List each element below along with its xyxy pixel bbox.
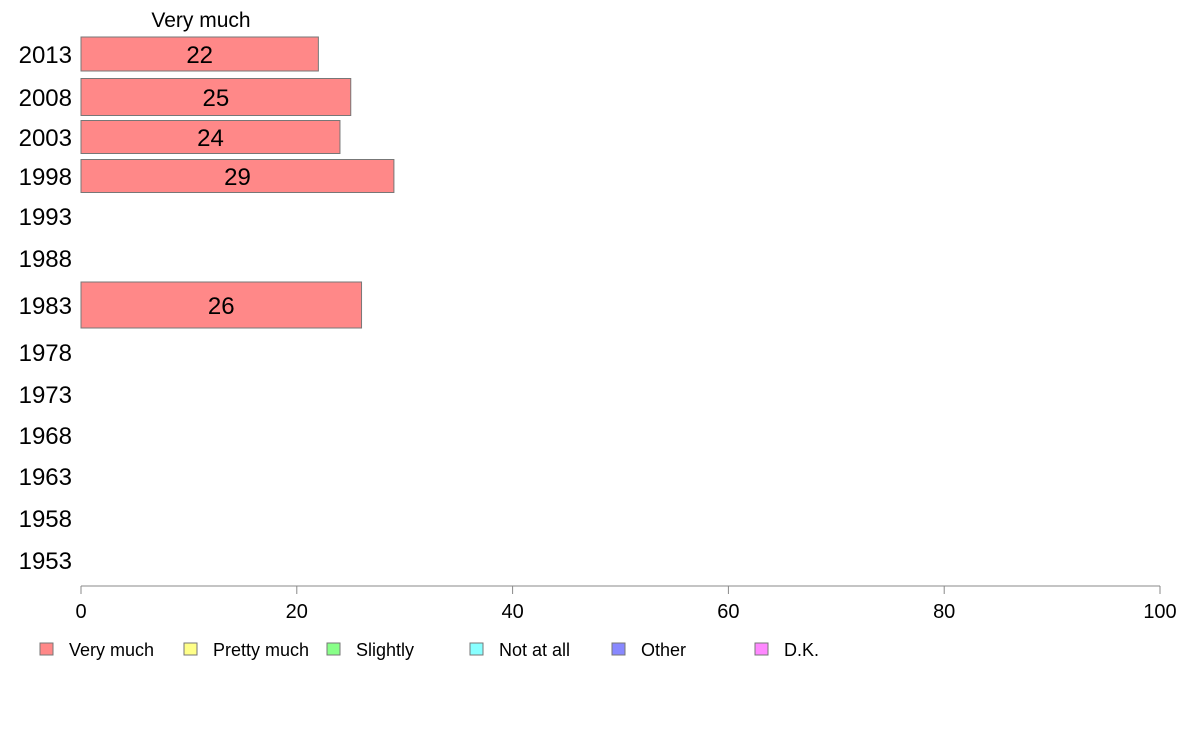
legend-label: Other (641, 640, 686, 660)
y-tick-label: 1953 (19, 548, 72, 575)
legend-label: D.K. (784, 640, 819, 660)
y-axis-labels: 2013 2008 2003 1998 1993 1988 1983 1978 1973 1968… (19, 42, 72, 575)
legend-item: Pretty much (183, 640, 309, 660)
y-tick-label: 1988 (19, 246, 72, 273)
y-tick-label: 2008 (19, 85, 72, 112)
y-tick-label: 1998 (19, 164, 72, 191)
bar-segment (80, 120, 341, 154)
x-tick-label: 100 (1143, 601, 1176, 623)
legend-swatch (469, 642, 484, 656)
bar-value-label: 29 (224, 164, 251, 191)
bar-segment (80, 281, 363, 329)
x-tick-label: 60 (717, 601, 739, 623)
legend-swatch (183, 642, 198, 656)
bar-segment (80, 36, 319, 72)
y-tick-label: 1968 (19, 423, 72, 450)
legend-label: Very much (69, 640, 154, 660)
legend-swatch (611, 642, 626, 656)
legend-swatch (39, 642, 54, 656)
legend-item: Slightly (326, 640, 414, 660)
legend-label: Slightly (356, 640, 414, 660)
legend-item: D.K. (754, 640, 819, 660)
y-tick-label: 1983 (19, 293, 72, 320)
legend-item: Other (611, 640, 686, 660)
x-tick-label: 0 (75, 601, 86, 623)
x-tick-label: 20 (286, 601, 308, 623)
bar-value-label: 24 (197, 125, 224, 152)
y-tick-label: 2013 (19, 42, 72, 69)
bar-value-label: 25 (203, 85, 230, 112)
y-tick-label: 1993 (19, 204, 72, 231)
legend-item: Very much (39, 640, 154, 660)
bar-segment (80, 78, 352, 116)
x-tick-label: 80 (933, 601, 955, 623)
y-tick-label: 1978 (19, 340, 72, 367)
bar-value-label: 22 (186, 42, 213, 69)
legend: Very much Pretty much Slightly Not at all Ot… (39, 640, 819, 660)
x-axis: 0 20 40 60 80 100 (75, 585, 1177, 623)
y-tick-label: 1958 (19, 506, 72, 533)
legend-item: Not at all (469, 640, 570, 660)
legend-swatch (754, 642, 769, 656)
y-tick-label: 2003 (19, 125, 72, 152)
legend-swatch (326, 642, 341, 656)
bar-value-label: 26 (208, 293, 235, 320)
y-tick-label: 1973 (19, 382, 72, 409)
y-tick-label: 1963 (19, 464, 72, 491)
x-tick-label: 40 (501, 601, 523, 623)
legend-label: Pretty much (213, 640, 309, 660)
bar-segment (80, 159, 395, 193)
legend-label: Not at all (499, 640, 570, 660)
series-top-label: Very much (151, 9, 250, 32)
